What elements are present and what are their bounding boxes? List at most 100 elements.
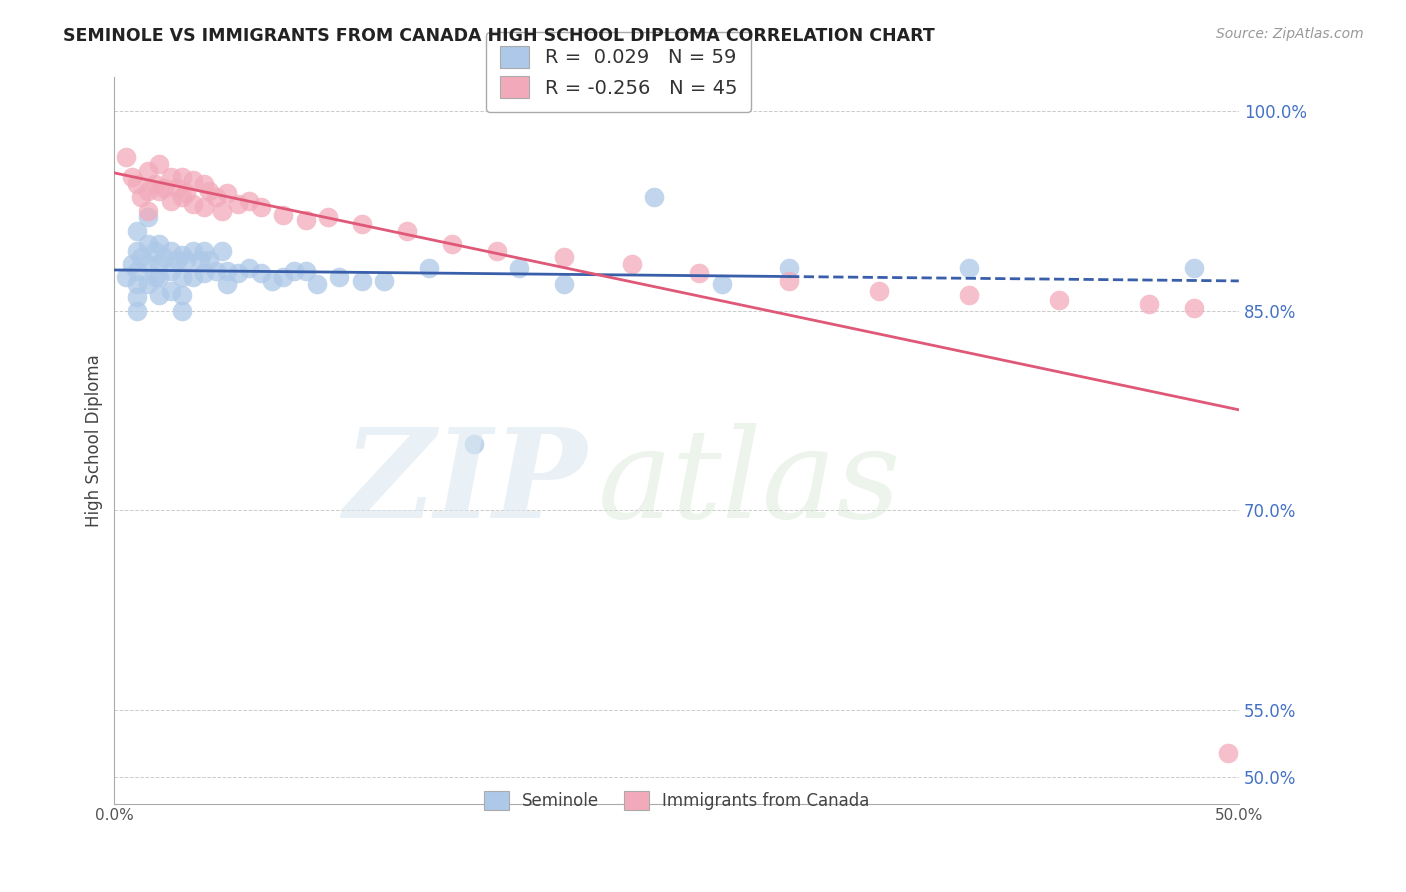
Point xyxy=(170,190,193,204)
Point xyxy=(166,181,188,195)
Point xyxy=(125,303,148,318)
Text: atlas: atlas xyxy=(598,424,901,545)
Point xyxy=(170,303,193,318)
Point xyxy=(350,217,373,231)
Point xyxy=(1047,293,1070,307)
Point xyxy=(710,277,733,291)
Point xyxy=(249,266,271,280)
Point xyxy=(125,177,148,191)
Point xyxy=(215,277,238,291)
Point xyxy=(125,290,148,304)
Point xyxy=(159,284,181,298)
Point xyxy=(148,287,170,301)
Point xyxy=(395,224,418,238)
Point xyxy=(193,244,215,258)
Point xyxy=(176,186,198,201)
Point xyxy=(957,287,980,301)
Point xyxy=(170,287,193,301)
Point xyxy=(136,184,159,198)
Point xyxy=(373,274,395,288)
Point xyxy=(249,200,271,214)
Point xyxy=(148,184,170,198)
Point xyxy=(181,244,204,258)
Point xyxy=(131,190,153,204)
Point xyxy=(181,173,204,187)
Legend: Seminole, Immigrants from Canada: Seminole, Immigrants from Canada xyxy=(477,784,876,817)
Point xyxy=(226,197,249,211)
Point xyxy=(198,252,221,267)
Y-axis label: High School Diploma: High School Diploma xyxy=(86,354,103,527)
Point xyxy=(238,260,260,275)
Point xyxy=(271,208,294,222)
Point xyxy=(114,270,136,285)
Point xyxy=(159,170,181,185)
Point xyxy=(283,263,305,277)
Point xyxy=(188,252,211,267)
Point xyxy=(148,237,170,252)
Point xyxy=(136,211,159,225)
Point xyxy=(181,270,204,285)
Point xyxy=(136,257,159,271)
Point xyxy=(153,181,176,195)
Point xyxy=(166,252,188,267)
Point xyxy=(260,274,283,288)
Text: Source: ZipAtlas.com: Source: ZipAtlas.com xyxy=(1216,27,1364,41)
Point xyxy=(143,244,166,258)
Point xyxy=(485,244,508,258)
Point xyxy=(778,274,800,288)
Point xyxy=(143,270,166,285)
Point xyxy=(193,266,215,280)
Point xyxy=(328,270,350,285)
Point xyxy=(350,274,373,288)
Point xyxy=(159,194,181,209)
Point xyxy=(620,257,643,271)
Point xyxy=(778,260,800,275)
Point xyxy=(204,263,226,277)
Point xyxy=(136,277,159,291)
Point xyxy=(211,244,233,258)
Point xyxy=(193,200,215,214)
Point xyxy=(643,190,665,204)
Point xyxy=(204,190,226,204)
Point xyxy=(125,277,148,291)
Point xyxy=(688,266,710,280)
Point xyxy=(125,244,148,258)
Point xyxy=(294,263,316,277)
Point xyxy=(1137,297,1160,311)
Point xyxy=(153,250,176,264)
Point xyxy=(440,237,463,252)
Point xyxy=(114,150,136,164)
Point xyxy=(226,266,249,280)
Point xyxy=(193,177,215,191)
Point xyxy=(215,263,238,277)
Point xyxy=(170,270,193,285)
Point xyxy=(508,260,530,275)
Text: SEMINOLE VS IMMIGRANTS FROM CANADA HIGH SCHOOL DIPLOMA CORRELATION CHART: SEMINOLE VS IMMIGRANTS FROM CANADA HIGH … xyxy=(63,27,935,45)
Point xyxy=(553,277,575,291)
Point xyxy=(211,203,233,218)
Point xyxy=(159,263,181,277)
Point xyxy=(125,263,148,277)
Point xyxy=(305,277,328,291)
Point xyxy=(868,284,890,298)
Point xyxy=(1182,260,1205,275)
Point xyxy=(121,170,143,185)
Point xyxy=(215,186,238,201)
Point xyxy=(553,250,575,264)
Point xyxy=(148,270,170,285)
Point xyxy=(198,184,221,198)
Point xyxy=(181,197,204,211)
Point xyxy=(136,237,159,252)
Text: ZIP: ZIP xyxy=(343,424,586,545)
Point xyxy=(316,211,339,225)
Point xyxy=(148,157,170,171)
Point xyxy=(176,252,198,267)
Point xyxy=(1182,301,1205,315)
Point xyxy=(238,194,260,209)
Point xyxy=(170,170,193,185)
Point xyxy=(136,203,159,218)
Point xyxy=(271,270,294,285)
Point xyxy=(294,213,316,227)
Point xyxy=(418,260,440,275)
Point xyxy=(148,257,170,271)
